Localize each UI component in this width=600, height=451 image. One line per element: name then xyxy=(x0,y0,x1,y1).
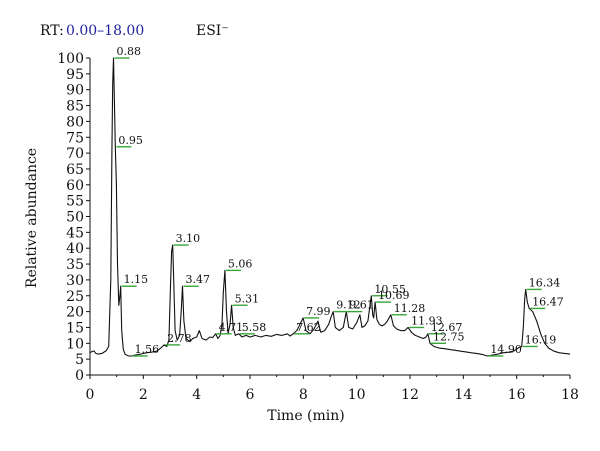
y-tick-label: 60 xyxy=(66,178,84,194)
y-tick-label: 30 xyxy=(66,273,84,289)
y-tick-label: 80 xyxy=(66,114,84,130)
peak-label: 0.95 xyxy=(118,134,143,147)
peak-label: 11.93 xyxy=(411,314,443,327)
y-tick-label: 20 xyxy=(66,305,84,321)
y-tick-labels: 0510152025303540455055606570758085909510… xyxy=(57,51,84,384)
peak-label: 10.69 xyxy=(378,289,410,302)
y-tick-label: 65 xyxy=(66,162,84,178)
x-axis-title: Time (min) xyxy=(267,408,345,424)
peak-label: 1.56 xyxy=(135,343,160,356)
peak-label: 5.31 xyxy=(235,292,260,305)
trace-layer xyxy=(89,57,571,357)
tick-marks xyxy=(86,57,571,379)
peak-label: 10.55 xyxy=(374,283,406,296)
peak-label: 16.34 xyxy=(529,276,561,289)
y-tick-label: 35 xyxy=(66,257,84,273)
y-tick-label: 50 xyxy=(66,210,84,226)
y-tick-label: 75 xyxy=(66,130,84,146)
peak-labels: 0.88 0.95 1.15 1.56 2.78 3.10 3.47 4.71 5.06 5.31… xyxy=(116,45,563,356)
peak-label: 5.06 xyxy=(228,257,253,270)
peak-label: 12.67 xyxy=(431,321,463,334)
x-tick-label: 18 xyxy=(561,387,579,403)
x-tick-label: 14 xyxy=(454,387,472,403)
x-tick-label: 2 xyxy=(139,387,148,403)
peak-markers xyxy=(114,57,546,357)
x-tick-label: 12 xyxy=(401,387,419,403)
peak-label: 9.12 xyxy=(336,299,361,312)
peak-label: 2.78 xyxy=(167,332,192,345)
peak-label: 7.62 xyxy=(296,321,321,334)
peak-label: 4.71 xyxy=(219,321,244,334)
x-tick-label: 6 xyxy=(246,387,255,403)
peak-label: 11.28 xyxy=(394,302,426,315)
y-tick-label: 10 xyxy=(66,336,84,352)
y-tick-label: 70 xyxy=(66,146,84,162)
axes xyxy=(89,58,570,376)
y-tick-label: 85 xyxy=(66,99,84,115)
y-axis-title: Relative abundance xyxy=(24,148,40,288)
y-tick-label: 55 xyxy=(66,194,84,210)
y-tick-label: 100 xyxy=(57,51,84,67)
peak-label: 14.90 xyxy=(490,343,522,356)
x-tick-label: 0 xyxy=(86,387,95,403)
peak-label: 0.88 xyxy=(116,45,141,58)
x-tick-label: 8 xyxy=(299,387,308,403)
x-tick-label: 10 xyxy=(348,387,366,403)
peak-label: 5.58 xyxy=(242,321,266,334)
y-tick-label: 45 xyxy=(66,225,84,241)
y-tick-label: 90 xyxy=(66,83,84,99)
y-tick-label: 15 xyxy=(66,320,84,336)
chromatogram-trace xyxy=(89,57,571,357)
y-tick-label: 25 xyxy=(66,289,84,305)
y-tick-label: 0 xyxy=(75,368,84,384)
rt-range: 0.00–18.00 xyxy=(66,23,144,39)
peak-label: 16.47 xyxy=(532,295,564,308)
peak-label: 7.99 xyxy=(306,305,331,318)
rt-label: RT: xyxy=(40,23,64,39)
peak-label: 1.15 xyxy=(124,273,148,286)
peak-label: 16.19 xyxy=(525,333,557,346)
y-tick-label: 5 xyxy=(75,352,84,368)
peak-label: 9.61 xyxy=(349,299,374,312)
x-tick-label: 16 xyxy=(508,387,526,403)
peak-label: 3.10 xyxy=(176,232,201,245)
x-tick-label: 4 xyxy=(192,387,201,403)
y-tick-label: 95 xyxy=(66,67,84,83)
peak-label: 3.47 xyxy=(186,273,211,286)
peak-label: 12.75 xyxy=(433,330,465,343)
y-tick-label: 40 xyxy=(66,241,84,257)
ion-mode-label: ESI⁻ xyxy=(196,23,229,39)
x-tick-labels: 0 2 4 6 8 10 12 14 16 18 xyxy=(86,387,579,403)
